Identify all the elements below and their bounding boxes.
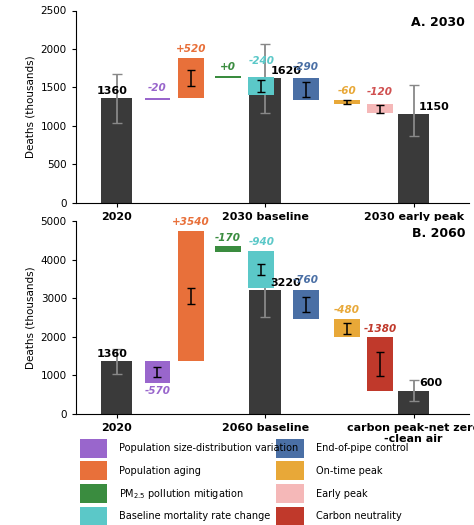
Bar (215, 76, 241, 78)
Y-axis label: Deaths (thousands): Deaths (thousands) (25, 55, 35, 158)
Bar (334, 319, 360, 338)
Text: Baseline mortality rate change: Baseline mortality rate change (119, 511, 270, 521)
Bar (248, 77, 274, 95)
Bar (398, 391, 429, 414)
Text: -570: -570 (145, 386, 171, 396)
Text: -120: -120 (367, 87, 393, 97)
Text: -240: -240 (248, 56, 274, 66)
Text: -760: -760 (293, 275, 319, 285)
FancyBboxPatch shape (276, 507, 304, 525)
Text: B. 2060: B. 2060 (412, 227, 465, 240)
Text: 1360: 1360 (96, 349, 127, 359)
Text: On-time peak: On-time peak (316, 466, 383, 476)
Text: PM$_{2.5}$ pollution mitigation: PM$_{2.5}$ pollution mitigation (119, 487, 244, 500)
Text: -290: -290 (293, 62, 319, 72)
FancyBboxPatch shape (276, 438, 304, 458)
FancyBboxPatch shape (80, 461, 107, 480)
Bar (215, 246, 241, 252)
Text: A. 2030: A. 2030 (411, 16, 465, 29)
FancyBboxPatch shape (80, 484, 107, 503)
Text: -1380: -1380 (364, 323, 397, 334)
Text: -940: -940 (248, 237, 274, 247)
Bar (367, 104, 393, 113)
Bar (249, 78, 281, 203)
Text: Population size-distribution variation: Population size-distribution variation (119, 443, 298, 453)
FancyBboxPatch shape (80, 438, 107, 458)
FancyBboxPatch shape (276, 461, 304, 480)
Text: +520: +520 (176, 44, 206, 54)
Bar (248, 251, 274, 288)
Text: -20: -20 (148, 83, 167, 93)
Text: 1620: 1620 (271, 66, 301, 76)
Text: -60: -60 (337, 86, 356, 96)
Text: Early peak: Early peak (316, 489, 367, 499)
Text: 3220: 3220 (271, 278, 301, 288)
Text: 1360: 1360 (96, 86, 127, 96)
Text: Carbon neutrality: Carbon neutrality (316, 511, 401, 521)
Text: +3540: +3540 (172, 217, 210, 227)
Bar (367, 338, 393, 391)
FancyBboxPatch shape (80, 507, 107, 525)
Bar (101, 98, 132, 203)
Bar (398, 114, 429, 203)
Bar (145, 98, 171, 100)
Bar (178, 230, 204, 361)
Bar (101, 361, 132, 414)
Bar (293, 290, 319, 319)
Text: End-of-pipe control: End-of-pipe control (316, 443, 408, 453)
FancyBboxPatch shape (276, 484, 304, 503)
Bar (334, 100, 360, 104)
Bar (293, 78, 319, 100)
Bar (178, 58, 204, 98)
Text: 1150: 1150 (419, 102, 450, 112)
Bar (249, 290, 281, 414)
Text: -170: -170 (215, 233, 241, 243)
Bar (145, 361, 171, 383)
Text: +0: +0 (220, 62, 236, 72)
Text: 600: 600 (419, 378, 442, 388)
Text: -480: -480 (334, 305, 360, 315)
Y-axis label: Deaths (thousands): Deaths (thousands) (25, 266, 35, 369)
Text: Population aging: Population aging (119, 466, 201, 476)
